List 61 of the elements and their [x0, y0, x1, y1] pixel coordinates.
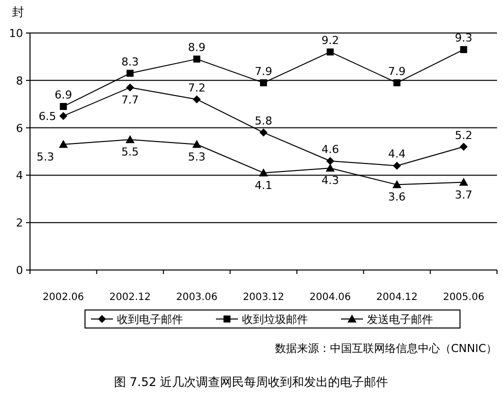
legend-label: 收到电子邮件 [117, 313, 183, 326]
legend-label: 收到垃圾邮件 [242, 313, 308, 326]
x-tick-label: 2003.12 [242, 292, 284, 303]
point [60, 102, 67, 110]
data-label: 8.3 [121, 55, 139, 68]
point [59, 112, 68, 120]
point [126, 70, 134, 77]
text: 图 7.52 近几次调查网民每周收到和发出的电子邮件 [114, 375, 388, 389]
point [259, 168, 268, 176]
point [126, 135, 135, 144]
data-label: 5.3 [188, 150, 206, 164]
data-label: 5.5 [121, 146, 139, 159]
data-label: 7.9 [254, 64, 272, 78]
data-label: 3.7 [454, 188, 472, 202]
x-tick-label: 2002.06 [42, 292, 84, 303]
y-tick-label: 10 [9, 27, 23, 40]
y-tick-label: 4 [16, 169, 23, 182]
point [393, 79, 400, 86]
x-tick-label: 2002.12 [109, 292, 151, 303]
point [326, 156, 334, 165]
point [392, 162, 401, 170]
point [326, 48, 334, 56]
data-label: 7.9 [388, 64, 406, 78]
point [192, 95, 201, 104]
point [392, 180, 402, 188]
y-tick-label: 8 [16, 74, 23, 88]
point [192, 140, 202, 148]
source-note: 数据来源：中国互联网络信息中心（CNNIC） [274, 342, 497, 355]
data-label: 7.2 [188, 81, 206, 94]
data-label: 5.8 [254, 114, 272, 128]
point [326, 164, 335, 172]
y-axis-title: 封 [12, 5, 24, 19]
point [460, 46, 468, 54]
y-tick-label: 6 [16, 122, 23, 135]
data-label: 7.7 [121, 94, 139, 107]
point [260, 128, 268, 137]
data-label: 8.9 [188, 41, 206, 54]
point [193, 56, 200, 63]
point [260, 79, 267, 86]
point [459, 178, 468, 186]
x-tick-label: 2003.06 [176, 292, 218, 303]
x-tick-label: 2005.06 [442, 292, 484, 303]
point [58, 140, 68, 148]
data-label: 6.5 [38, 110, 56, 123]
data-label: 6.9 [54, 88, 72, 102]
data-label: 4.6 [321, 142, 339, 156]
y-tick-label: 0 [16, 264, 23, 277]
legend-label: 发送电子邮件 [367, 313, 433, 326]
point [126, 84, 134, 92]
x-tick-label: 2004.06 [310, 292, 351, 303]
data-label: 4.3 [321, 174, 339, 188]
data-label: 4.4 [388, 148, 406, 161]
data-label: 4.1 [254, 178, 272, 192]
data-label: 3.6 [388, 190, 406, 204]
x-tick-label: 2004.12 [376, 292, 418, 303]
point [460, 142, 468, 151]
data-label: 5.2 [454, 128, 472, 142]
data-label: 5.3 [36, 150, 54, 164]
data-label: 9.3 [454, 32, 472, 45]
y-tick-label: 2 [16, 216, 23, 230]
data-label: 9.2 [321, 34, 339, 47]
